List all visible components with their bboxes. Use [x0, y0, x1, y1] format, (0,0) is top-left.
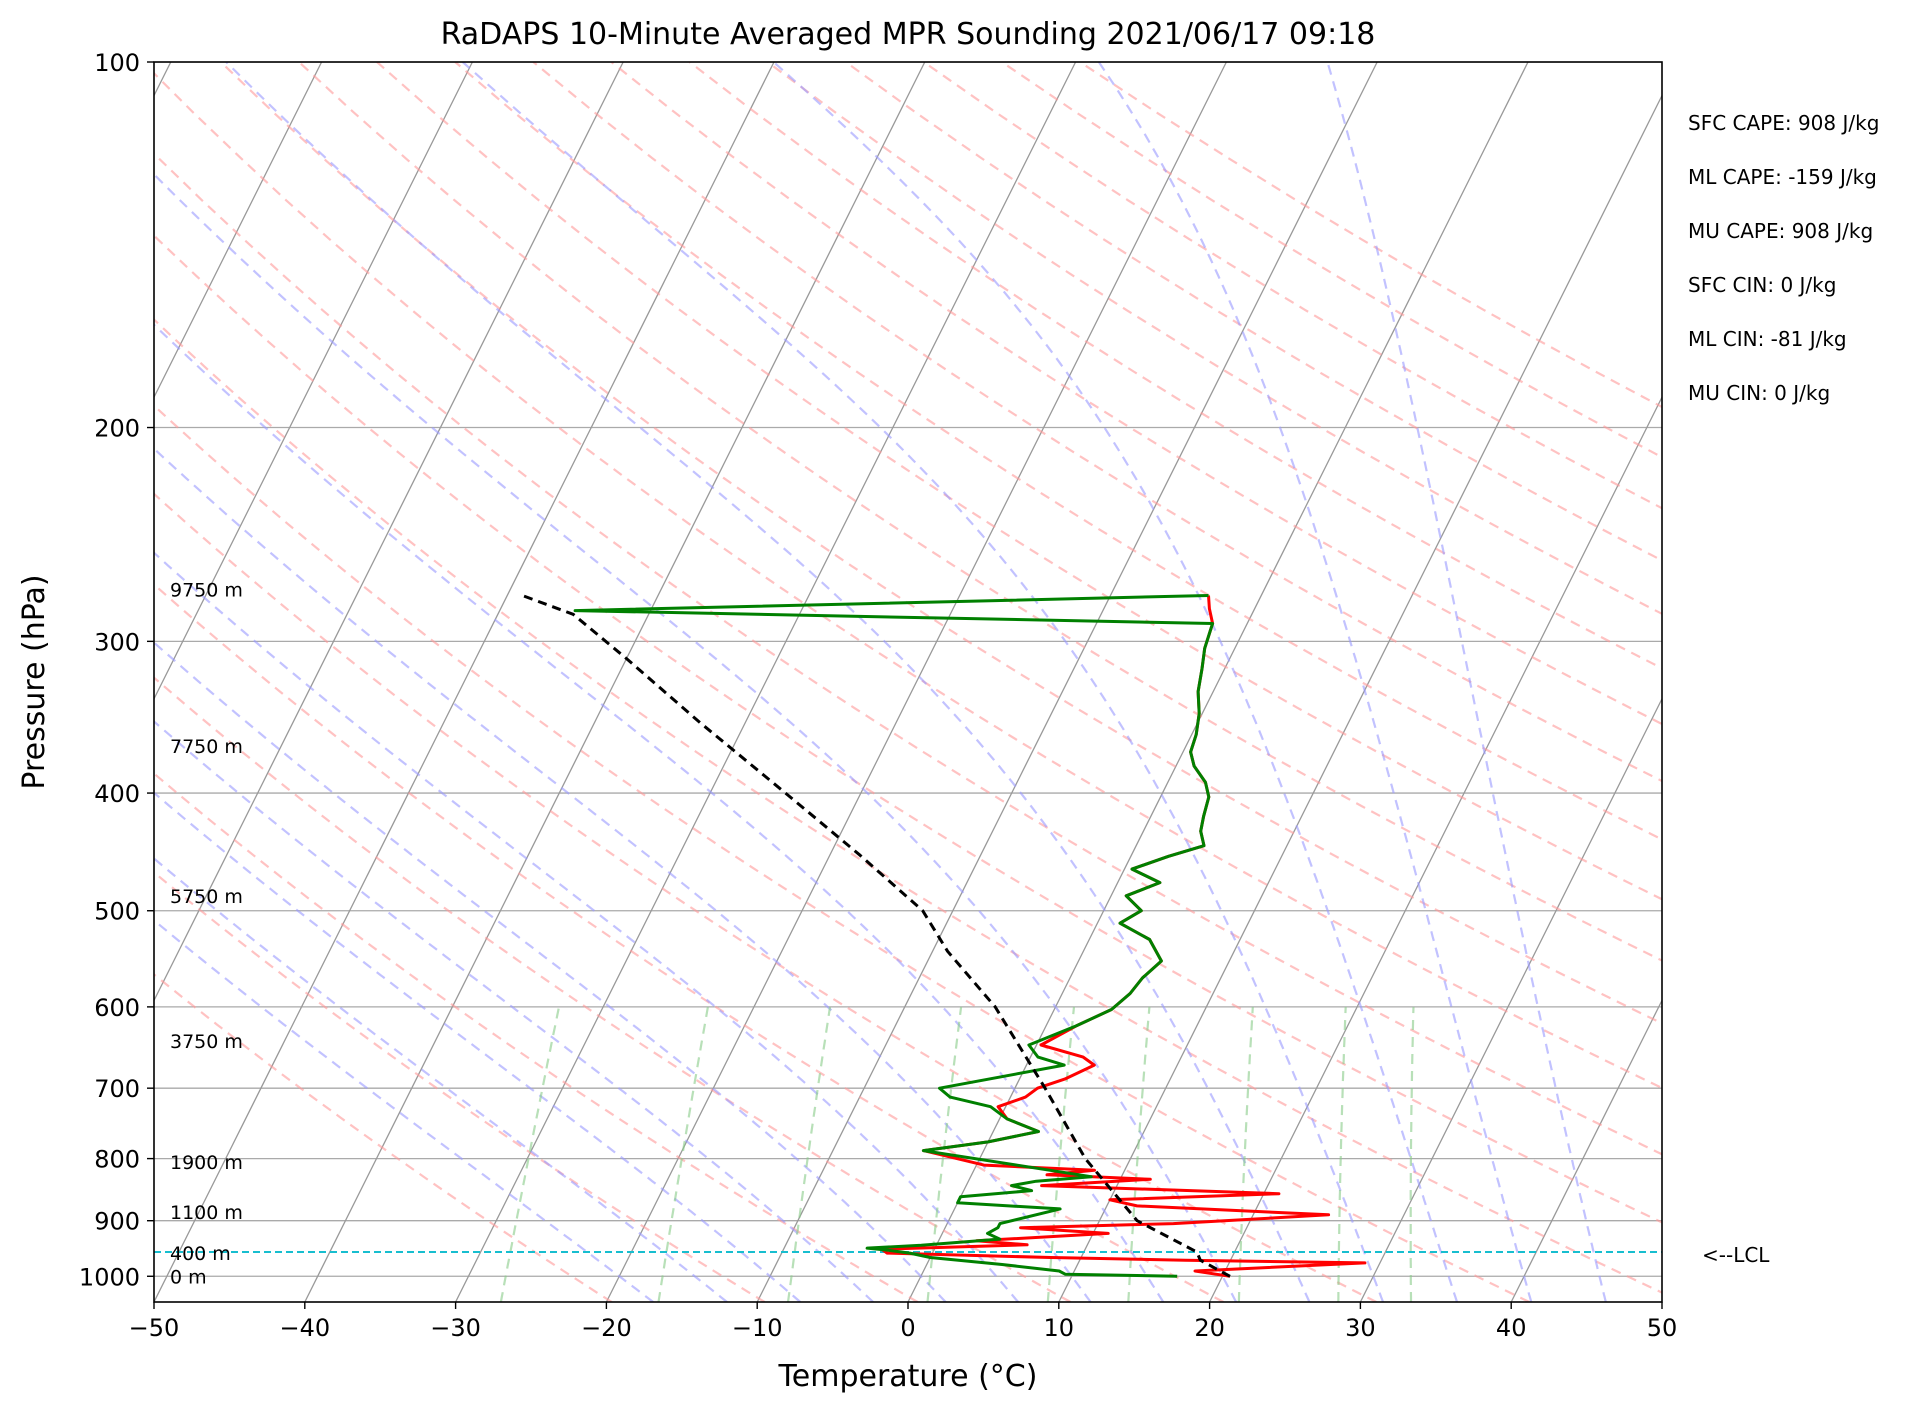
background-lines — [154, 62, 1662, 1302]
dry-adiabat — [154, 492, 1377, 1302]
dry-adiabat — [154, 234, 1662, 1224]
data-lines — [154, 594, 1662, 1278]
isotherm-line — [154, 62, 473, 701]
x-tick-label: −40 — [279, 1314, 330, 1342]
dry-adiabat — [154, 152, 1662, 1156]
x-tick-label: 0 — [900, 1314, 915, 1342]
stat-text: SFC CIN: 0 J/kg — [1688, 273, 1836, 297]
moist-adiabat — [154, 720, 874, 1302]
height-label: 1100 m — [170, 1202, 243, 1224]
dry-adiabat — [376, 62, 1662, 901]
y-tick-label: 100 — [94, 49, 140, 77]
x-tick-label: −10 — [732, 1314, 783, 1342]
dry-adiabat — [154, 973, 613, 1302]
isotherm-line — [1209, 395, 1662, 1302]
y-tick-label: 1000 — [79, 1263, 140, 1291]
y-tick-label: 300 — [94, 628, 140, 656]
isotherm-line — [1058, 94, 1662, 1302]
x-tick-label: 10 — [1044, 1314, 1075, 1342]
isotherm-line — [154, 62, 775, 1302]
y-ticks: 100 200 300 400 500 600 700 800 900 1000 — [79, 49, 154, 1291]
moist-adiabat — [154, 172, 1238, 1302]
mixing-ratio-line — [786, 1006, 832, 1302]
moist-adiabat — [225, 62, 1311, 1302]
y-tick-label: 600 — [94, 994, 140, 1022]
y-tick-label: 800 — [94, 1146, 140, 1174]
height-labels: 9750 m 7750 m 5750 m 3750 m 1900 m 1100 m 400 … — [170, 580, 243, 1289]
isotherm-line — [756, 62, 1378, 1302]
x-tick-label: −50 — [129, 1314, 180, 1342]
mixing-ratio-line — [1127, 1006, 1151, 1302]
height-label: 9750 m — [170, 580, 243, 602]
moist-adiabat — [1326, 62, 1607, 1302]
y-axis-label: Pressure (hPa) — [17, 574, 52, 789]
stat-text: ML CIN: -81 J/kg — [1688, 327, 1847, 351]
dry-adiabat — [298, 62, 1662, 962]
stats-panel: SFC CAPE: 908 J/kg ML CAPE: -159 J/kg MU C… — [1688, 111, 1879, 405]
height-label: 3750 m — [170, 1031, 243, 1053]
dry-adiabat — [610, 62, 1662, 726]
moist-adiabat — [154, 323, 1165, 1302]
dry-adiabat — [154, 772, 919, 1302]
moist-adiabat — [154, 551, 1020, 1302]
dry-adiabat — [154, 404, 1530, 1302]
lcl-label: <--LCL — [1702, 1243, 1770, 1267]
x-tick-label: 30 — [1345, 1314, 1376, 1342]
y-tick-label: 900 — [94, 1208, 140, 1236]
y-tick-label: 400 — [94, 780, 140, 808]
moist-adiabat — [154, 641, 947, 1302]
stat-text: SFC CAPE: 908 J/kg — [1688, 111, 1879, 135]
dry-adiabat — [154, 676, 1072, 1302]
isotherm-line — [154, 62, 323, 399]
x-ticks: −50 −40 −30 −20 −10 0 10 20 30 40 50 — [129, 1302, 1678, 1342]
dewpoint-line — [573, 594, 1215, 1278]
moist-adiabat — [1097, 62, 1533, 1302]
x-axis-label: Temperature (°C) — [778, 1359, 1038, 1394]
y-tick-label: 500 — [94, 898, 140, 926]
x-tick-label: 40 — [1496, 1314, 1527, 1342]
isotherm-line — [1510, 998, 1662, 1302]
mixing-ratio-line — [926, 1006, 963, 1302]
parcel-path-line — [521, 594, 1231, 1278]
y-tick-label: 700 — [94, 1075, 140, 1103]
stat-text: MU CIN: 0 J/kg — [1688, 381, 1830, 405]
x-tick-label: −30 — [430, 1314, 481, 1342]
moist-adiabat — [154, 791, 802, 1302]
isotherm-line — [907, 62, 1529, 1302]
isotherm-line — [605, 62, 1227, 1302]
height-label: 7750 m — [170, 736, 243, 758]
isotherm-line — [154, 62, 624, 1002]
mixing-ratio-line — [499, 1006, 561, 1302]
x-tick-label: 20 — [1194, 1314, 1225, 1342]
moist-adiabat — [461, 62, 1385, 1302]
mixing-ratio-line — [1237, 1006, 1254, 1302]
moist-adiabat — [154, 447, 1092, 1302]
height-label: 5750 m — [170, 886, 243, 908]
moist-adiabat — [154, 857, 728, 1302]
mixing-ratio-line — [657, 1006, 709, 1302]
chart-title: RaDAPS 10-Minute Averaged MPR Sounding 2… — [441, 17, 1376, 52]
stat-text: MU CAPE: 908 J/kg — [1688, 219, 1873, 243]
x-tick-label: 50 — [1647, 1314, 1678, 1342]
isotherm-line — [455, 62, 1077, 1302]
dry-adiabat — [154, 318, 1662, 1294]
moist-adiabat — [154, 918, 654, 1302]
y-tick-label: 200 — [94, 415, 140, 443]
height-label: 400 m — [170, 1243, 231, 1265]
dry-adiabat — [532, 62, 1662, 783]
isotherm-line — [1359, 697, 1662, 1302]
isotherm-line — [304, 62, 926, 1302]
stat-text: ML CAPE: -159 J/kg — [1688, 165, 1877, 189]
moist-adiabat — [772, 62, 1459, 1302]
height-label: 1900 m — [170, 1152, 243, 1174]
mixing-ratio-line — [1409, 1006, 1415, 1302]
dry-adiabat — [154, 870, 766, 1302]
x-tick-label: −20 — [581, 1314, 632, 1342]
height-label: 0 m — [170, 1266, 207, 1288]
dry-adiabat — [154, 71, 1662, 1090]
